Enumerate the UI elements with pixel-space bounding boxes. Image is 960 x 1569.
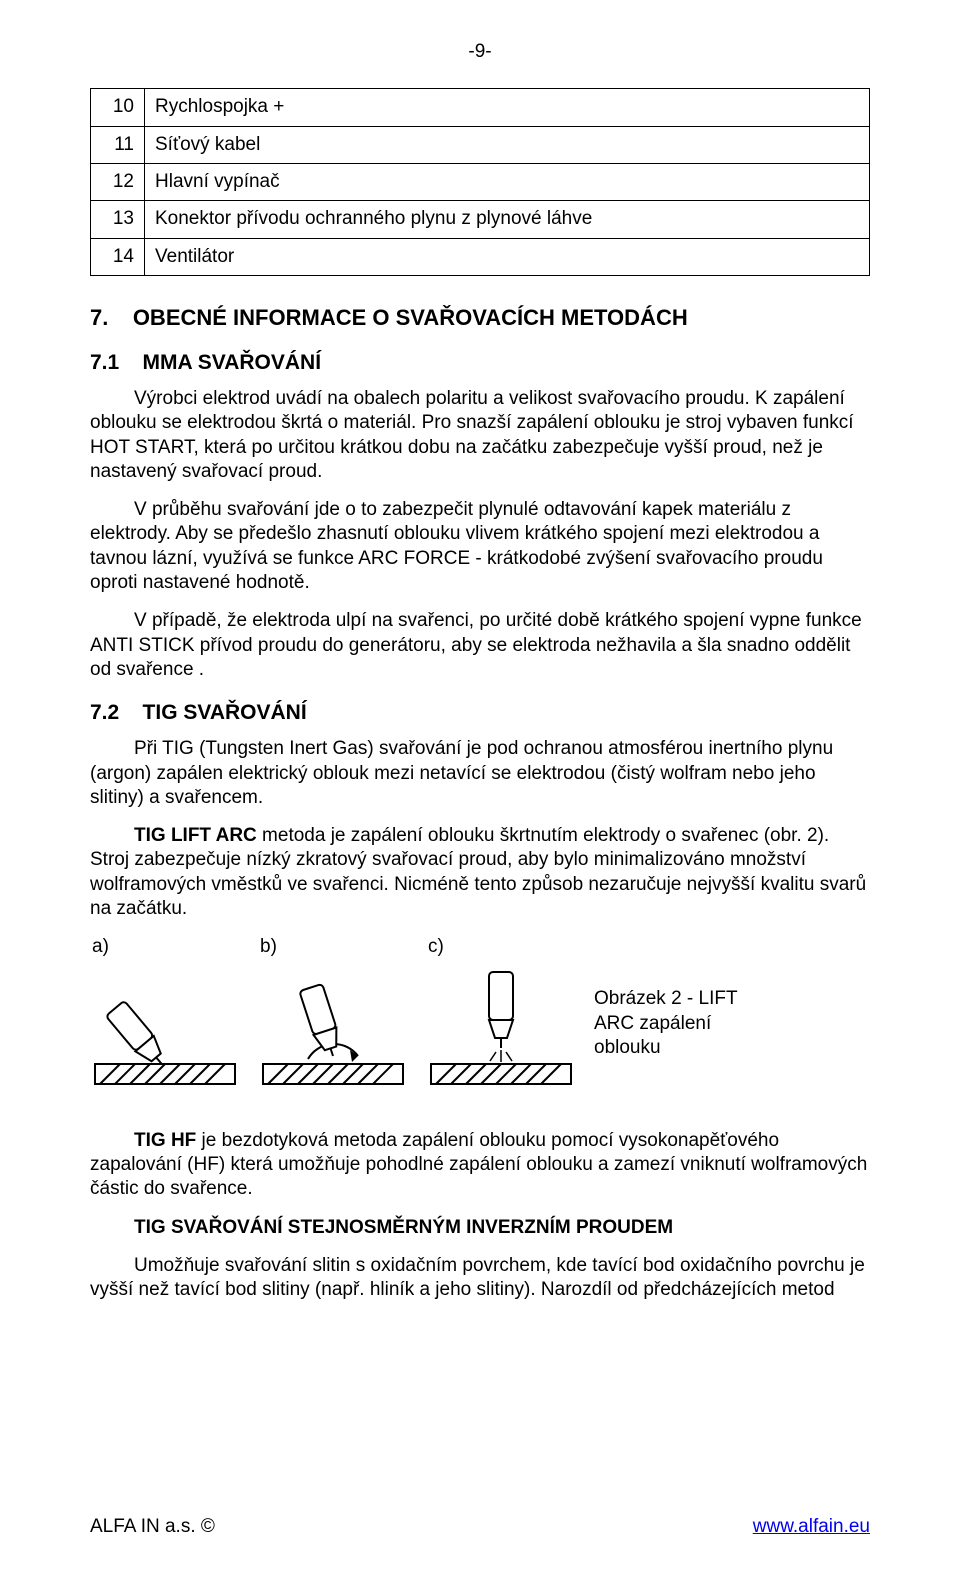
section-7-2-heading: 7.2 TIG SVAŘOVÁNÍ xyxy=(90,700,870,727)
part-number: 11 xyxy=(91,126,145,163)
para-7-2-5: Umožňuje svařování slitin s oxidačním po… xyxy=(90,1254,870,1303)
para-text: Umožňuje svařování slitin s oxidačním po… xyxy=(90,1255,865,1300)
para-text: je bezdotyková metoda zapálení oblouku p… xyxy=(90,1130,867,1200)
subsection-title: MMA SVAŘOVÁNÍ xyxy=(143,351,322,374)
figure-2c: c) xyxy=(426,935,576,1088)
subsection-num: 7.2 xyxy=(90,701,119,724)
section-7-1-heading: 7.1 MMA SVAŘOVÁNÍ xyxy=(90,350,870,377)
para-7-2-2: TIG LIFT ARC metoda je zapálení oblouku … xyxy=(90,824,870,921)
figure-label-a: a) xyxy=(90,935,109,959)
figure-2: a) b) xyxy=(90,935,870,1088)
section-7-heading: 7. OBECNÉ INFORMACE O SVAŘOVACÍCH METODÁ… xyxy=(90,304,870,332)
section-num: 7. xyxy=(90,305,108,330)
footer-left: ALFA IN a.s. © xyxy=(90,1515,215,1539)
para-7-2-4: TIG SVAŘOVÁNÍ STEJNOSMĚRNÝM INVERZNÍM PR… xyxy=(90,1216,870,1240)
table-row: 14Ventilátor xyxy=(91,238,870,275)
para-7-2-1: Při TIG (Tungsten Inert Gas) svařování j… xyxy=(90,737,870,810)
para-text: Výrobci elektrod uvádí na obalech polari… xyxy=(90,388,854,482)
part-number: 13 xyxy=(91,201,145,238)
page-footer: ALFA IN a.s. © www.alfain.eu xyxy=(90,1515,870,1539)
parts-table: 10Rychlospojka +11Síťový kabel12Hlavní v… xyxy=(90,88,870,276)
part-number: 10 xyxy=(91,89,145,126)
figure-2a: a) xyxy=(90,935,240,1088)
part-label: Ventilátor xyxy=(145,238,870,275)
bold-run: TIG SVAŘOVÁNÍ STEJNOSMĚRNÝM INVERZNÍM PR… xyxy=(134,1217,673,1238)
figure-2b: b) xyxy=(258,935,408,1088)
part-number: 14 xyxy=(91,238,145,275)
part-label: Hlavní vypínač xyxy=(145,163,870,200)
figure-2a-svg xyxy=(90,964,240,1089)
figure-label-c: c) xyxy=(426,935,444,959)
table-row: 12Hlavní vypínač xyxy=(91,163,870,200)
subsection-num: 7.1 xyxy=(90,351,119,374)
para-text: V průběhu svařování jde o to zabezpečit … xyxy=(90,499,823,593)
para-7-1-1: Výrobci elektrod uvádí na obalech polari… xyxy=(90,387,870,484)
figure-2b-svg xyxy=(258,964,408,1089)
figure-2c-svg xyxy=(426,964,576,1089)
part-label: Konektor přívodu ochranného plynu z plyn… xyxy=(145,201,870,238)
para-text: Při TIG (Tungsten Inert Gas) svařování j… xyxy=(90,738,833,808)
table-row: 13Konektor přívodu ochranného plynu z pl… xyxy=(91,201,870,238)
para-7-1-2: V průběhu svařování jde o to zabezpečit … xyxy=(90,498,870,595)
figure-2-caption: Obrázek 2 - LIFT ARC zapálení oblouku xyxy=(594,935,764,1060)
table-row: 11Síťový kabel xyxy=(91,126,870,163)
part-number: 12 xyxy=(91,163,145,200)
page-number: -9- xyxy=(90,40,870,64)
para-text: V případě, že elektroda ulpí na svařenci… xyxy=(90,610,862,680)
part-label: Síťový kabel xyxy=(145,126,870,163)
para-7-1-3: V případě, že elektroda ulpí na svařenci… xyxy=(90,609,870,682)
subsection-title: TIG SVAŘOVÁNÍ xyxy=(143,701,307,724)
table-row: 10Rychlospojka + xyxy=(91,89,870,126)
bold-run: TIG LIFT ARC xyxy=(134,825,257,846)
para-7-2-3: TIG HF je bezdotyková metoda zapálení ob… xyxy=(90,1129,870,1202)
footer-link[interactable]: www.alfain.eu xyxy=(753,1515,870,1539)
part-label: Rychlospojka + xyxy=(145,89,870,126)
figure-label-b: b) xyxy=(258,935,277,959)
bold-run: TIG HF xyxy=(134,1130,196,1151)
section-title: OBECNÉ INFORMACE O SVAŘOVACÍCH METODÁCH xyxy=(133,305,688,330)
